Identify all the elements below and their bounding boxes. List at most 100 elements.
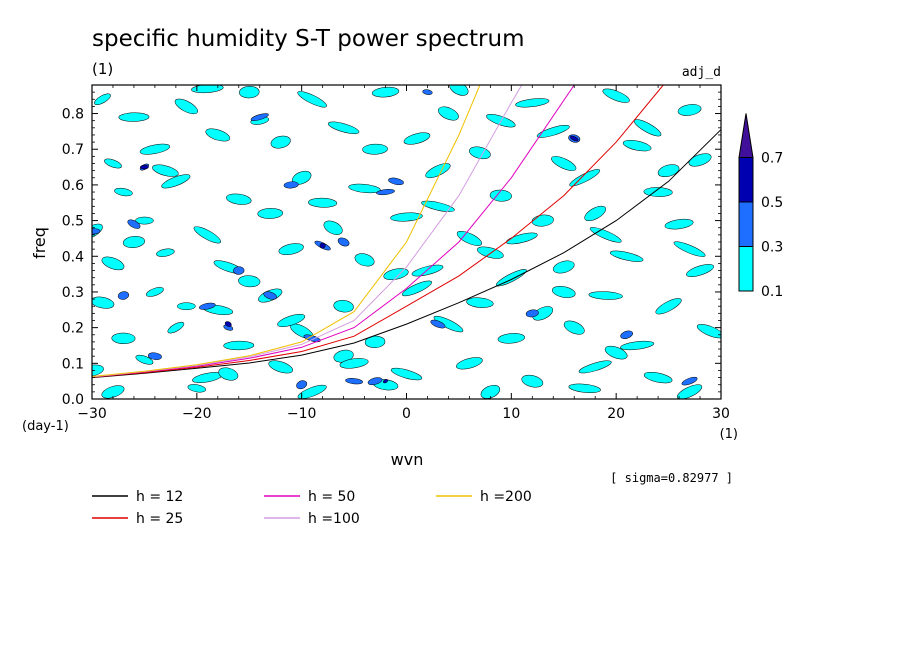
- contour-blob: [92, 223, 103, 239]
- contour-blob: [552, 260, 575, 274]
- contour-blob: [643, 187, 673, 197]
- contour-blob: [456, 357, 483, 370]
- contour-blob: [536, 124, 570, 138]
- contour-blob: [283, 181, 299, 189]
- contour-blob: [191, 85, 224, 94]
- contour-blob: [323, 220, 343, 235]
- legend-label: h =100: [308, 511, 360, 527]
- contour-blob: [609, 250, 644, 262]
- contour-blob: [371, 86, 400, 98]
- contour-blob: [388, 177, 404, 185]
- contour-blob: [345, 378, 363, 385]
- contour-blob: [551, 156, 577, 171]
- curve-h100: [92, 85, 523, 378]
- contour-blob: [139, 143, 171, 155]
- contour-blob: [477, 246, 504, 259]
- contour-blob: [205, 128, 231, 142]
- x-tick-label: −10: [287, 406, 317, 422]
- contour-blob: [521, 374, 544, 388]
- colorbar-label: 0.5: [761, 195, 783, 211]
- contour-blob: [140, 164, 149, 170]
- contour-blob: [620, 340, 655, 351]
- x-axis-label: wvn: [391, 450, 424, 469]
- x-tick-label: 0: [402, 406, 411, 422]
- contour-blob: [118, 112, 150, 122]
- x-tick-label: 10: [502, 406, 520, 422]
- contour-blob: [383, 379, 389, 384]
- contour-blob: [348, 183, 381, 194]
- contour-blob: [339, 358, 369, 369]
- contour-blob: [449, 85, 469, 96]
- curve-h200: [92, 85, 481, 377]
- contour-blob: [278, 243, 304, 256]
- curve-h25: [92, 85, 664, 378]
- contour-blob: [568, 383, 601, 393]
- contour-blob: [433, 315, 464, 333]
- contour-blob: [505, 232, 538, 245]
- contour-field: [92, 85, 721, 399]
- contour-blob: [456, 231, 482, 246]
- colorbar: 0.1 0.3 0.5 0.7: [738, 113, 783, 300]
- contour-blob: [239, 86, 260, 99]
- contour-blob: [438, 106, 459, 121]
- contour-blob: [364, 335, 386, 349]
- contour-blob: [531, 214, 554, 227]
- contour-blob: [257, 208, 284, 219]
- contour-blob: [602, 88, 630, 103]
- contour-blob: [578, 360, 612, 374]
- contour-blob: [655, 298, 682, 315]
- contour-blob: [250, 113, 269, 121]
- contour-blob: [589, 227, 622, 243]
- colorbar-label: 0.7: [761, 151, 783, 167]
- colorbar-label: 0.3: [761, 240, 783, 256]
- contour-blob: [563, 320, 585, 335]
- y-tick-label: 0.7: [62, 142, 84, 158]
- contour-blob: [218, 367, 239, 381]
- x-tick-label: −20: [182, 406, 212, 422]
- chart-subtitle-left: (1): [92, 60, 113, 78]
- contour-blob: [421, 200, 455, 212]
- contour-blob: [664, 218, 694, 230]
- contour-blob: [101, 256, 125, 271]
- contour-blob: [161, 174, 191, 189]
- contour-blob: [480, 384, 501, 399]
- y-tick-label: 0.1: [62, 356, 84, 372]
- contour-blob: [308, 197, 338, 208]
- contour-blob: [673, 241, 706, 257]
- contour-blob: [297, 384, 327, 399]
- contour-blob: [117, 291, 130, 300]
- contour-blob: [367, 377, 383, 386]
- legend-label: h = 50: [308, 489, 355, 505]
- contour-blob: [127, 219, 141, 229]
- contour-blob: [122, 236, 145, 248]
- contour-blob: [430, 319, 446, 329]
- colorbar-segment: [738, 157, 754, 203]
- contour-blob: [296, 380, 308, 390]
- colorbar-extension-arrow: [738, 113, 754, 158]
- y-axis-label: freq: [30, 227, 49, 259]
- contour-blob: [270, 135, 291, 149]
- colorbar-label: 0.1: [761, 284, 783, 300]
- y-tick-label: 0.3: [62, 285, 84, 301]
- contour-blob: [688, 153, 712, 167]
- sigma-note: [ sigma=0.82977 ]: [610, 471, 733, 485]
- contour-blob: [411, 264, 444, 277]
- contour-blob: [277, 314, 306, 327]
- contour-blob: [376, 189, 395, 196]
- x-tick-label: 30: [712, 406, 730, 422]
- contour-blob: [390, 367, 423, 381]
- contour-blob: [174, 98, 198, 115]
- contour-blob: [633, 119, 662, 137]
- contour-blob: [177, 302, 196, 311]
- x-tick-label: −30: [77, 406, 107, 422]
- colorbar-segment: [738, 201, 754, 247]
- y-tick-label: 0.2: [62, 321, 84, 337]
- contour-blob: [466, 297, 494, 308]
- contour-blob: [354, 253, 375, 267]
- contour-blob: [495, 269, 527, 287]
- y-axis: 0.0 0.1 0.2 0.3 0.4 0.5 0.6 0.7 0.8: [62, 91, 721, 408]
- contour-blob: [146, 287, 164, 297]
- contour-blob: [187, 384, 207, 393]
- legend-label: h =200: [480, 489, 532, 505]
- contour-blob: [226, 193, 252, 205]
